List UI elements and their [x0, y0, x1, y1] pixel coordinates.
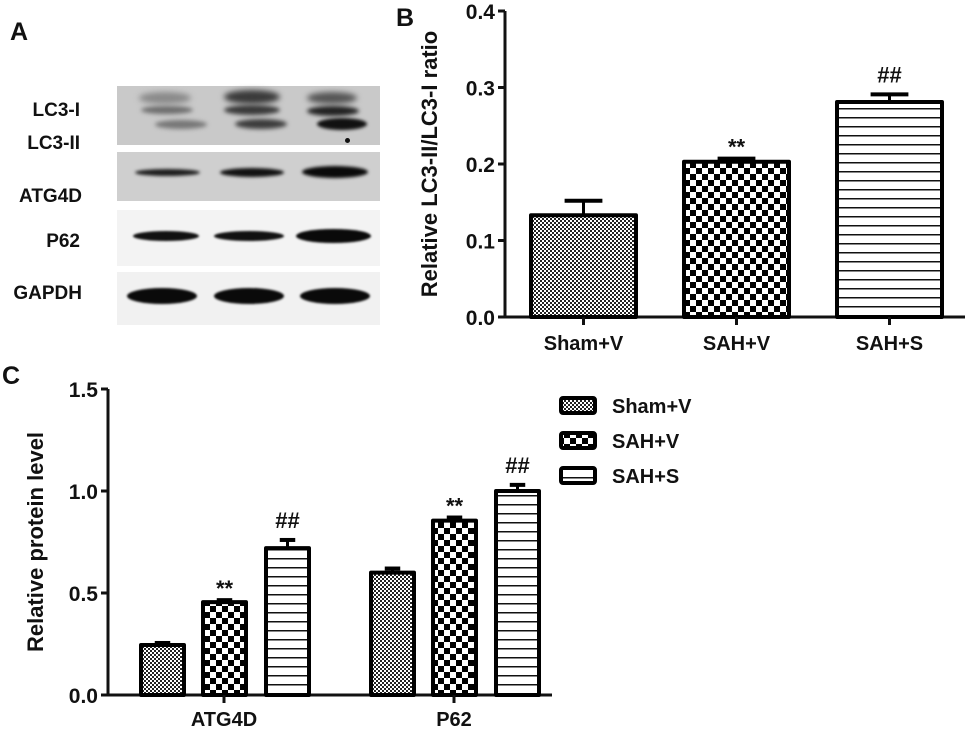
legend-label: Sham+V — [612, 396, 692, 418]
bar — [431, 518, 478, 698]
blot-label-lc3-ii: LC3-II — [27, 133, 80, 154]
y-tick-label: 0.2 — [466, 154, 495, 177]
y-tick-label: 0.3 — [466, 78, 495, 101]
y-tick-label: 1.5 — [69, 379, 99, 402]
legend: Sham+V SAH+V SAH+S — [559, 396, 692, 488]
y-tick-label: 0.1 — [466, 231, 496, 254]
bar — [264, 546, 311, 697]
bar — [682, 159, 791, 319]
legend-label: SAH+S — [612, 466, 679, 488]
y-tick-label: 1.0 — [69, 481, 98, 504]
significance-marker: ## — [505, 453, 529, 478]
y-tick-label: 0.0 — [466, 307, 495, 330]
significance-marker: ## — [877, 62, 901, 87]
bar — [494, 489, 541, 697]
blot-strip-atg4d — [117, 152, 380, 201]
x-tick-label: P62 — [436, 709, 472, 730]
y-tick-label: 0.4 — [466, 1, 496, 24]
blot-label-gapdh: GAPDH — [13, 283, 82, 304]
legend-swatch — [559, 396, 597, 415]
bar — [529, 213, 638, 320]
blot-label-p62: P62 — [46, 231, 80, 252]
panel-label-b: B — [396, 4, 415, 32]
blot-label-lc3-i: LC3-I — [32, 100, 81, 121]
y-axis-title: Relative LC3-II/LC3-I ratio — [417, 31, 442, 298]
bar — [201, 600, 248, 697]
significance-marker: ** — [216, 576, 234, 601]
y-tick-label: 0.0 — [69, 685, 98, 708]
significance-marker: ** — [446, 494, 464, 519]
x-tick-label: SAH+S — [856, 333, 923, 355]
bar — [835, 100, 944, 319]
chart-b: 0.0 0.1 0.2 0.3 0.4 Relative LC3-II/LC3-I rat… — [417, 1, 965, 355]
significance-marker: ## — [275, 508, 299, 533]
panel-label-a: A — [10, 18, 29, 46]
blot-strip-gapdh — [117, 272, 380, 325]
significance-marker: ** — [728, 135, 746, 160]
blot-label-atg4d: ATG4D — [19, 186, 82, 207]
y-tick-label: 0.5 — [69, 583, 99, 606]
panel-label-c: C — [2, 362, 21, 390]
legend-swatch — [559, 466, 597, 485]
blot-strip-lc3 — [117, 86, 380, 145]
bar — [139, 643, 186, 698]
blot-strip-p62 — [117, 210, 380, 266]
legend-label: SAH+V — [612, 431, 680, 453]
bar — [369, 570, 416, 697]
x-tick-label: Sham+V — [544, 333, 624, 355]
x-tick-label: SAH+V — [703, 333, 771, 355]
chart-c: 0.0 0.5 1.0 1.5 Relative protein level ** ## AT… — [23, 379, 692, 730]
legend-swatch — [559, 431, 597, 450]
y-axis-title: Relative protein level — [23, 432, 48, 652]
x-tick-label: ATG4D — [191, 709, 257, 730]
